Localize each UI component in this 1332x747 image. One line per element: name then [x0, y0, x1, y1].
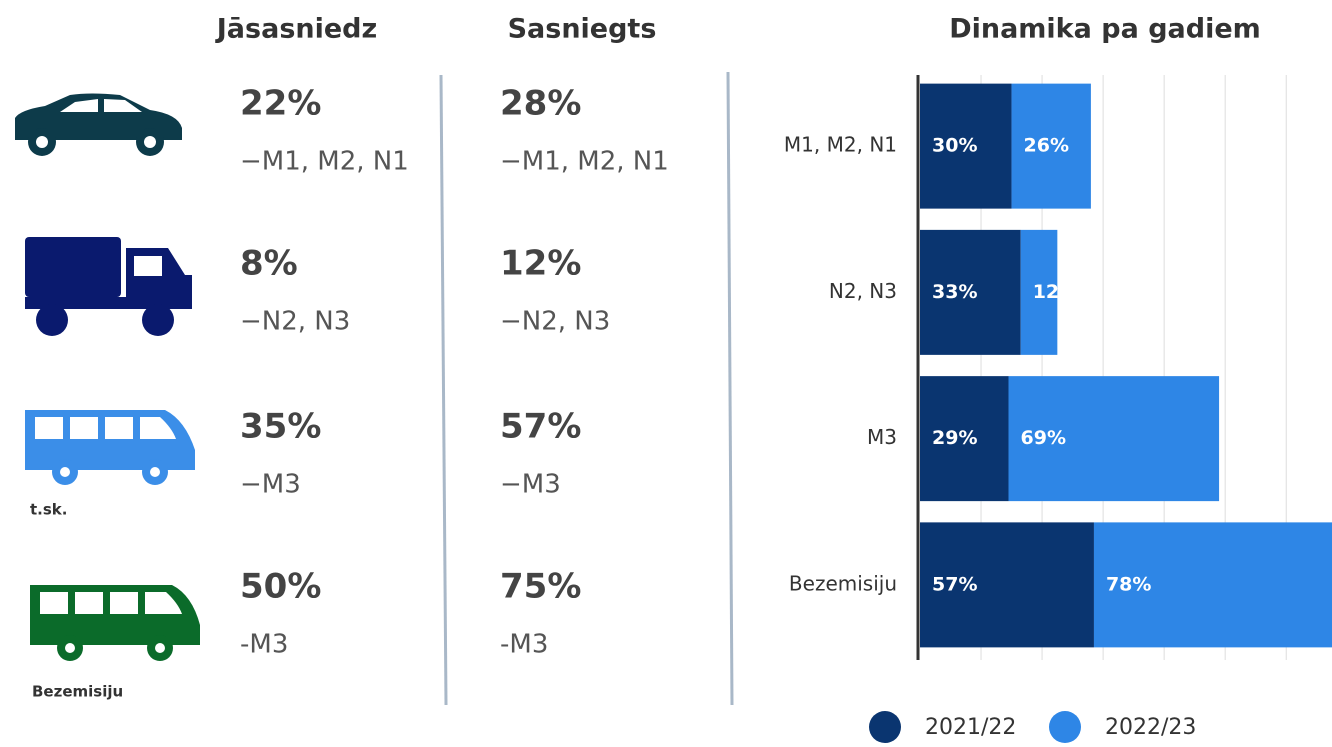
bar-segment [1020, 229, 1058, 355]
target-percent: 8% [240, 244, 298, 284]
achieved-percent: 12% [500, 244, 581, 284]
chart-title: Dinamika pa gadiem [949, 14, 1261, 45]
value-label: 29% [932, 427, 977, 449]
value-label: 69% [1021, 427, 1066, 449]
bar-segment [920, 229, 1021, 355]
icon-label: t.sk. [30, 501, 67, 519]
value-label: 12% [1033, 281, 1078, 303]
green-bus-icon [30, 585, 200, 661]
bar-segment [1011, 83, 1091, 209]
achieved-percent: 28% [500, 84, 581, 124]
truck-icon [25, 237, 192, 336]
achieved-classes: −M1, M2, N1 [500, 147, 669, 177]
legend-swatch [869, 711, 901, 743]
car-icon [15, 93, 182, 156]
achieved-percent: 57% [500, 407, 581, 447]
achieved-classes: -M3 [500, 630, 548, 660]
category-label: M3 [867, 425, 897, 449]
target-classes: −N2, N3 [240, 307, 350, 337]
target-classes: -M3 [240, 630, 288, 660]
value-label: 78% [1106, 573, 1151, 595]
target-classes: −M1, M2, N1 [240, 147, 409, 177]
legend-label: 2022/23 [1105, 715, 1196, 740]
bar-segment [920, 522, 1094, 648]
achieved-percent: 75% [500, 567, 581, 607]
header: Jāsasniedz [215, 14, 377, 45]
divider [439, 74, 448, 706]
divider [726, 71, 734, 706]
bus-icon [25, 410, 195, 485]
achieved-classes: −M3 [500, 470, 561, 500]
category-label: M1, M2, N1 [784, 133, 897, 157]
value-label: 26% [1024, 135, 1069, 157]
bar-segment [920, 83, 1012, 209]
target-classes: −M3 [240, 470, 301, 500]
category-label: N2, N3 [829, 279, 897, 303]
value-label: 30% [932, 135, 977, 157]
target-percent: 35% [240, 407, 321, 447]
value-label: 33% [932, 281, 977, 303]
achieved-classes: −N2, N3 [500, 307, 610, 337]
bar-segment [1093, 522, 1332, 648]
header: Sasniegts [508, 14, 657, 45]
bar-segment [1008, 376, 1220, 502]
value-label: 57% [932, 573, 977, 595]
category-label: Bezemisiju [789, 571, 897, 595]
target-percent: 22% [240, 84, 321, 124]
icon-label: Bezemisiju [32, 683, 123, 701]
target-percent: 50% [240, 567, 321, 607]
bar-segment [920, 376, 1009, 502]
legend-label: 2021/22 [925, 715, 1016, 740]
legend-swatch [1049, 711, 1081, 743]
